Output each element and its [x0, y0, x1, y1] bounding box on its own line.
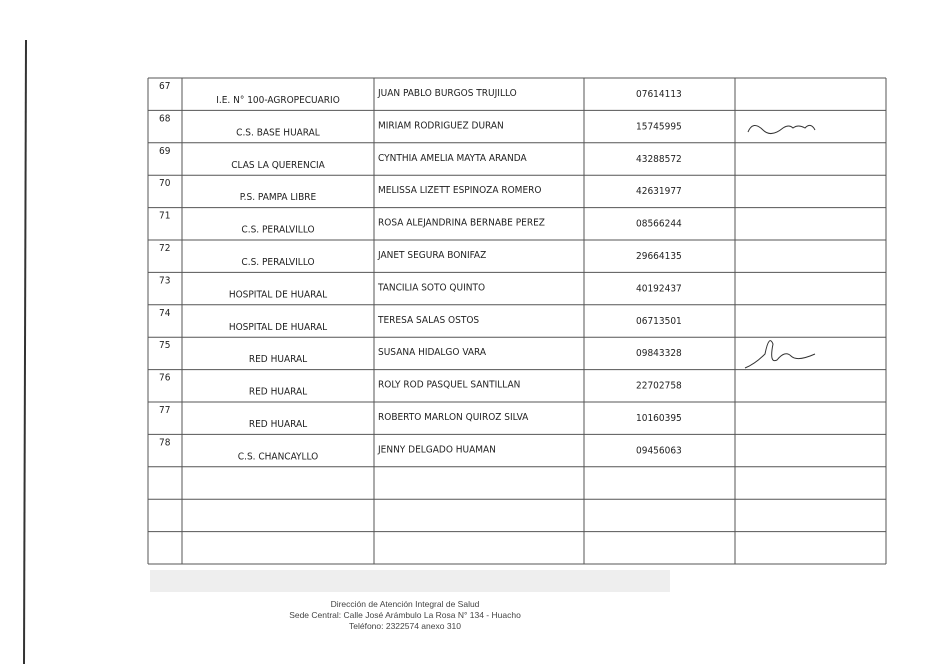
institution: CLAS LA QUERENCIA	[231, 160, 325, 171]
footer-line: Dirección de Atención Integral de Salud	[331, 599, 480, 609]
row-number: 78	[159, 437, 171, 448]
row-number: 67	[159, 81, 170, 92]
dni: 08566244	[636, 219, 682, 230]
institution: C.S. BASE HUARAL	[236, 127, 320, 138]
signature	[747, 124, 816, 134]
row-number: 74	[159, 308, 171, 319]
dni: 15745995	[636, 121, 682, 132]
footer-line: Teléfono: 2322574 anexo 310	[349, 621, 461, 631]
full-name: JUAN PABLO BURGOS TRUJILLO	[377, 88, 517, 99]
signature	[744, 340, 816, 369]
institution: C.S. PERALVILLO	[241, 225, 314, 236]
institution: HOSPITAL DE HUARAL	[229, 322, 327, 333]
scan-edge	[23, 39, 27, 664]
full-name: TANCILIA SOTO QUINTO	[377, 282, 485, 293]
smudge	[150, 570, 670, 592]
institution: RED HUARAL	[249, 387, 307, 398]
institution: C.S. PERALVILLO	[241, 257, 314, 268]
row-number: 69	[159, 146, 171, 157]
row-number: 77	[159, 405, 170, 416]
full-name: ROSA ALEJANDRINA BERNABE PEREZ	[378, 218, 545, 229]
institution: RED HUARAL	[249, 419, 307, 430]
table: 67 I.E. N° 100-AGROPECUARIO JUAN PABLO BUR…	[147, 77, 887, 565]
row-number: 75	[159, 340, 170, 351]
full-name: JANET SEGURA BONIFAZ	[377, 250, 486, 261]
full-name: ROBERTO MARLON QUIROZ SILVA	[378, 412, 529, 423]
row-number: 76	[159, 373, 171, 384]
institution: C.S. CHANCAYLLO	[238, 451, 318, 462]
dni: 29664135	[636, 251, 682, 262]
dni: 40192437	[636, 283, 682, 294]
institution: RED HUARAL	[249, 354, 307, 365]
row-number: 72	[159, 243, 170, 254]
full-name: MELISSA LIZETT ESPINOZA ROMERO	[378, 185, 541, 196]
dni: 09456063	[636, 445, 682, 456]
row-number: 68	[159, 113, 171, 124]
footer-line: Sede Central: Calle José Arámbulo La Ros…	[289, 610, 521, 620]
dni: 43288572	[636, 154, 682, 165]
institution: I.E. N° 100-AGROPECUARIO	[216, 95, 340, 106]
full-name: SUSANA HIDALGO VARA	[378, 347, 487, 358]
institution: HOSPITAL DE HUARAL	[229, 289, 327, 300]
row-number: 70	[159, 178, 171, 189]
dni: 06713501	[636, 316, 682, 327]
full-name: CYNTHIA AMELIA MAYTA ARANDA	[378, 153, 528, 164]
institution: P.S. PAMPA LIBRE	[240, 192, 317, 203]
dni: 10160395	[636, 413, 682, 424]
dni: 07614113	[636, 89, 682, 100]
full-name: MIRIAM RODRIGUEZ DURAN	[378, 120, 504, 131]
dni: 09843328	[636, 348, 682, 359]
dni: 42631977	[636, 186, 682, 197]
row-number: 71	[159, 211, 170, 222]
full-name: ROLY ROD PASQUEL SANTILLAN	[378, 380, 520, 391]
full-name: JENNY DELGADO HUAMAN	[377, 444, 496, 455]
dni: 22702758	[636, 381, 682, 392]
full-name: TERESA SALAS OSTOS	[377, 315, 479, 326]
row-number: 73	[159, 275, 170, 286]
